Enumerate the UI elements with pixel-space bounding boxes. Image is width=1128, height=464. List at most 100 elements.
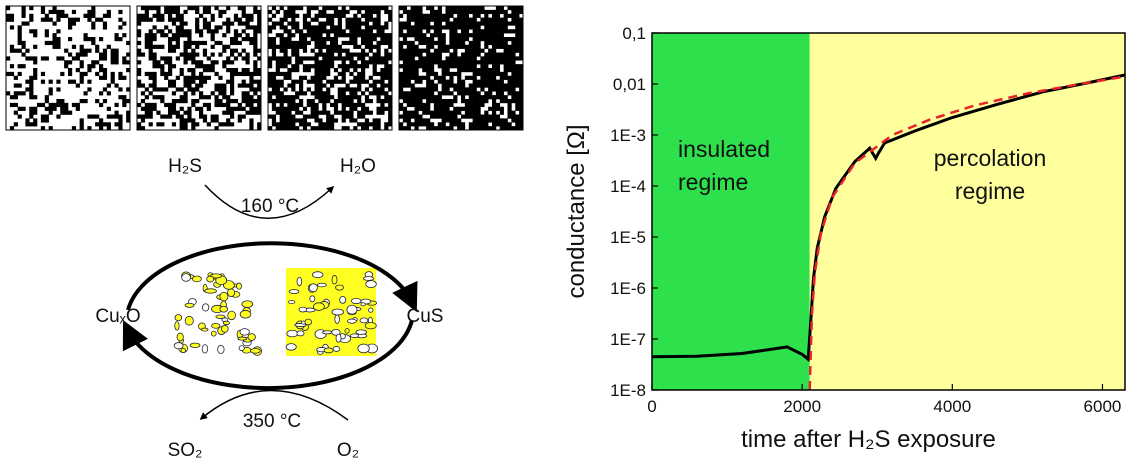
pixel: [519, 17, 524, 22]
pixel: [468, 9, 473, 15]
pixel: [468, 56, 473, 61]
pixel: [472, 13, 477, 18]
pixel: [519, 64, 524, 69]
pixel: [426, 95, 431, 100]
pixel: [21, 91, 26, 96]
pixel: [476, 71, 481, 77]
pixel: [202, 68, 208, 73]
pixel: [406, 52, 411, 57]
pixel: [237, 118, 242, 123]
pixel: [314, 64, 319, 69]
pixel: [287, 60, 292, 65]
pixel: [245, 60, 250, 65]
pixel: [406, 64, 411, 69]
pixel: [64, 64, 69, 69]
pixel: [299, 87, 304, 92]
pixel: [430, 64, 435, 69]
pixel: [306, 99, 311, 104]
pixel: [171, 21, 177, 26]
pixel: [341, 95, 346, 100]
pixel: [364, 25, 370, 30]
pixel: [418, 99, 423, 104]
pixel: [472, 21, 477, 26]
pixel: [118, 114, 123, 119]
region: [809, 33, 1125, 390]
pixel: [183, 95, 188, 100]
pixel: [295, 110, 300, 115]
pixel: [44, 13, 49, 18]
pixel: [253, 6, 258, 11]
pixel: [376, 122, 381, 127]
pixel: [322, 110, 327, 115]
pixel: [214, 114, 219, 119]
pixel: [364, 40, 370, 46]
pixel: [326, 13, 331, 18]
pixel: [445, 71, 450, 77]
pixel: [287, 118, 292, 123]
pixel: [195, 64, 200, 69]
pixel: [253, 87, 258, 92]
pixel: [245, 71, 250, 77]
pixel: [302, 37, 308, 42]
pixel: [279, 17, 284, 22]
pixel: [511, 6, 516, 11]
pixel: [326, 56, 331, 61]
pixel: [349, 33, 354, 38]
pixel: [314, 110, 319, 115]
pixel: [175, 75, 180, 80]
pixel: [299, 60, 304, 65]
pixel: [341, 106, 346, 111]
pixel: [168, 6, 173, 11]
pixel: [245, 25, 250, 30]
pixel: [314, 83, 319, 88]
pixel: [333, 6, 339, 11]
pixel: [148, 75, 153, 80]
pixel: [171, 91, 177, 96]
pixel: [295, 91, 300, 96]
pixel: [183, 126, 188, 131]
pixel: [368, 75, 373, 80]
pixel: [271, 87, 277, 92]
pixel: [91, 64, 96, 69]
pixel: [519, 122, 524, 127]
pixel: [519, 126, 524, 131]
pixel: [6, 71, 11, 77]
pixel: [171, 122, 177, 127]
pixel: [191, 99, 196, 104]
data-line: [651, 73, 1126, 363]
pixel: [433, 29, 439, 34]
pixel: [156, 17, 161, 22]
pixel: [222, 60, 227, 65]
grain: [206, 275, 215, 283]
pixel: [140, 52, 146, 57]
pixel: [372, 71, 377, 77]
pixel: [476, 9, 481, 15]
pixel: [503, 75, 508, 80]
pixel: [453, 21, 458, 26]
pixel: [372, 126, 377, 131]
pixel: [279, 91, 284, 96]
grain: [312, 302, 325, 311]
pixel: [457, 6, 462, 11]
pixel: [476, 44, 481, 49]
pixel: [507, 21, 512, 26]
pixel: [168, 114, 173, 119]
pixel: [106, 91, 111, 96]
pixel: [430, 13, 435, 18]
pixel: [399, 102, 404, 108]
pixel: [241, 79, 246, 84]
pixel: [222, 33, 227, 38]
pixel: [457, 79, 462, 84]
pixel: [279, 60, 284, 65]
pixel: [341, 29, 346, 34]
pixel: [372, 118, 377, 123]
pixel: [433, 75, 439, 80]
pixel: [414, 25, 419, 30]
pixel: [283, 60, 288, 65]
pixel: [480, 126, 485, 131]
pixel: [484, 44, 489, 49]
pixel: [464, 56, 470, 61]
pixel: [295, 29, 300, 34]
pixel: [326, 114, 331, 119]
pixel: [453, 29, 458, 34]
